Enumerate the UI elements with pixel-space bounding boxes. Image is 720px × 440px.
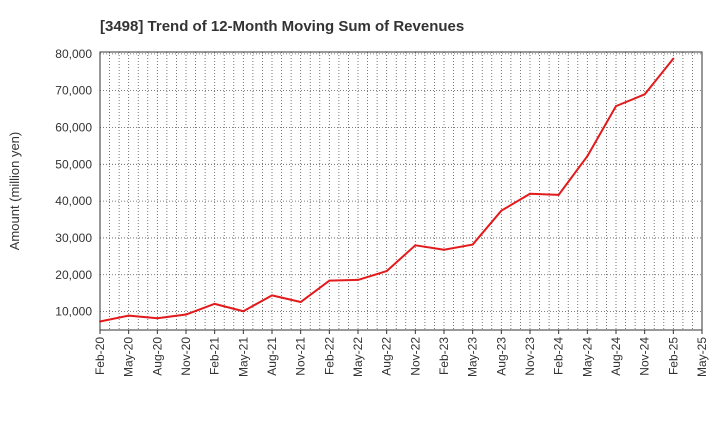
grid-lines (100, 52, 702, 330)
data-point (557, 193, 560, 196)
x-tick-label: Feb-22 (322, 337, 336, 375)
x-tick-label: Nov-21 (294, 337, 308, 376)
data-point (615, 105, 617, 108)
x-tick-label: Aug-23 (494, 337, 508, 376)
y-axis-label: Amount (million yen) (7, 132, 22, 251)
data-point (643, 93, 646, 96)
x-tick-label: Nov-20 (179, 337, 193, 376)
data-point (471, 243, 474, 246)
data-point (99, 320, 101, 323)
x-tick-label: Aug-22 (380, 337, 394, 376)
x-tick-label: Feb-24 (552, 337, 566, 375)
data-point (127, 314, 130, 317)
data-point (242, 310, 245, 313)
data-point (500, 209, 503, 212)
data-point (586, 155, 589, 158)
x-axis-ticks: Feb-20 May-20 Aug-20 Nov-20 Feb-21 May-21 Aug-… (93, 330, 709, 377)
x-tick-label: Nov-22 (408, 337, 422, 376)
data-point (414, 244, 417, 247)
x-tick-label: May-25 (695, 337, 709, 377)
x-tick-label: May-22 (351, 337, 365, 377)
data-point (672, 57, 675, 60)
x-tick-label: Aug-24 (609, 337, 623, 376)
x-tick-label: Nov-24 (638, 337, 652, 376)
y-tick-label: 60,000 (55, 120, 92, 134)
y-axis-ticks: 10,000 20,000 30,000 40,000 50,000 60,000 70,0… (55, 47, 92, 319)
x-tick-label: May-24 (580, 337, 594, 377)
data-point (299, 301, 302, 304)
y-tick-label: 80,000 (55, 47, 92, 61)
data-point (385, 270, 388, 273)
x-tick-label: Aug-21 (265, 337, 279, 376)
plot-border (99, 51, 703, 331)
x-tick-label: Feb-20 (93, 337, 107, 375)
y-tick-label: 10,000 (55, 305, 92, 319)
x-tick-label: Feb-21 (208, 337, 222, 375)
x-tick-label: May-23 (466, 337, 480, 377)
x-tick-label: Feb-25 (666, 337, 680, 375)
data-point (443, 248, 445, 251)
data-point (357, 278, 359, 281)
y-tick-label: 50,000 (55, 157, 92, 171)
plot-frame (99, 51, 703, 331)
data-point (529, 192, 531, 195)
data-point (328, 279, 331, 282)
data-point (185, 313, 187, 316)
data-point (156, 317, 159, 320)
y-tick-label: 40,000 (55, 194, 92, 208)
chart-title: [3498] Trend of 12-Month Moving Sum of R… (100, 18, 464, 35)
y-tick-label: 20,000 (55, 268, 92, 282)
x-tick-label: Aug-20 (150, 337, 164, 376)
x-tick-label: Feb-23 (437, 337, 451, 375)
x-tick-label: May-20 (122, 337, 136, 377)
series-layer (99, 57, 675, 323)
data-point (213, 302, 216, 305)
y-tick-label: 70,000 (55, 84, 92, 98)
y-tick-label: 30,000 (55, 231, 92, 245)
x-tick-label: May-21 (236, 337, 250, 377)
x-tick-label: Nov-23 (523, 337, 537, 376)
data-point (271, 294, 273, 297)
